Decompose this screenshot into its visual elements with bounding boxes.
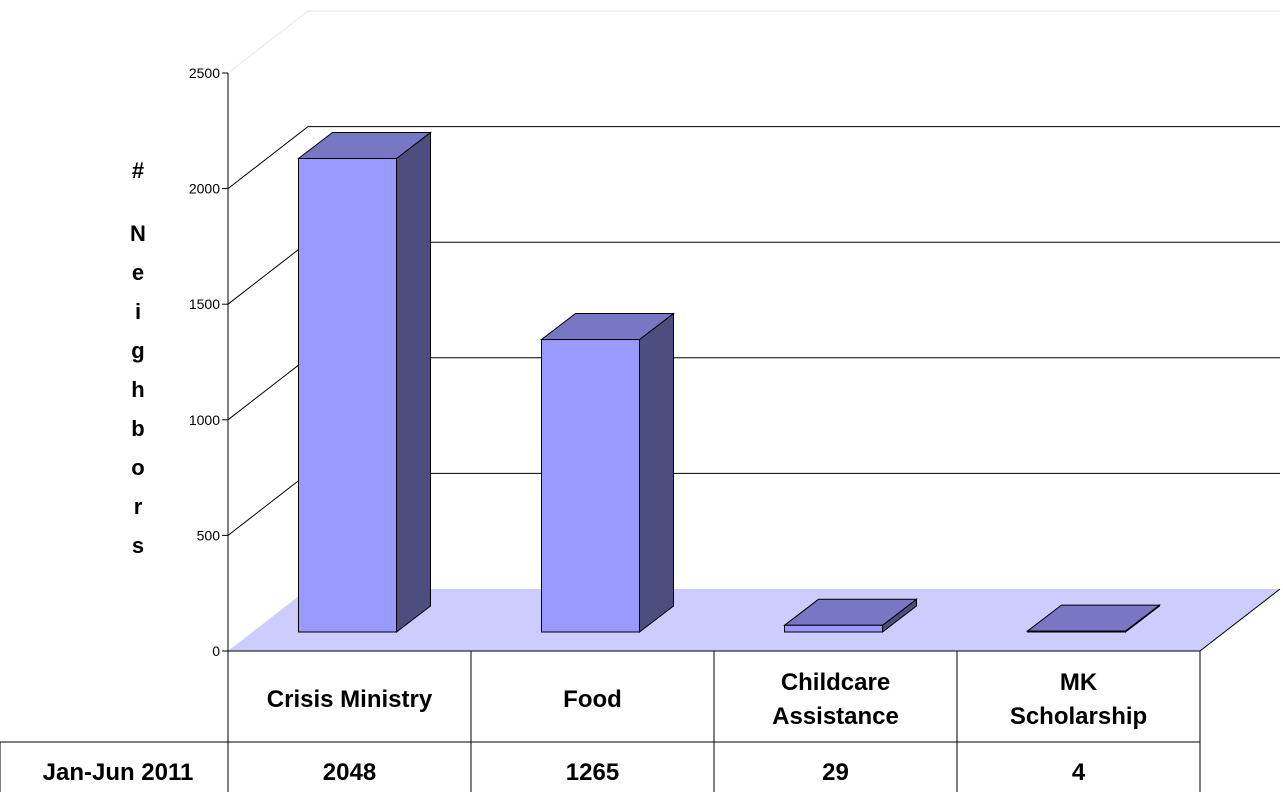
bar-side	[639, 312, 674, 634]
bar-front	[541, 339, 640, 633]
bar-front	[784, 624, 883, 633]
data-label: 1265	[566, 759, 619, 786]
x-tick-label: Assistance	[772, 703, 899, 730]
data-label: 4	[1072, 759, 1086, 786]
x-tick-label: Scholarship	[1010, 703, 1147, 730]
data-label: 29	[822, 759, 849, 786]
bar-front	[298, 158, 397, 633]
y-tick-label: 500	[197, 527, 221, 543]
y-tick-label: 2000	[189, 181, 220, 197]
x-tick-label: MK	[1060, 669, 1098, 696]
y-tick-label: 1500	[189, 296, 220, 312]
gridline	[227, 126, 1280, 189]
back-wall-edge	[227, 10, 1280, 74]
table-row-header: Jan-Jun 2011	[43, 759, 194, 786]
floor-edge	[1199, 588, 1281, 652]
chart-floor	[228, 588, 1281, 652]
chart-walls	[227, 10, 1280, 74]
y-label-char: #	[132, 158, 144, 183]
bar	[297, 131, 432, 634]
data-table: Jan-Jun 2011 Crisis Ministry 2048 Food 1265…	[0, 650, 1201, 792]
x-tick-label: Childcare	[781, 669, 890, 696]
y-tick-label: 1000	[189, 412, 220, 428]
bars	[297, 131, 1161, 634]
x-tick-label: Food	[563, 686, 622, 713]
y-axis: 0 500 1000 1500 2000 2500	[189, 65, 229, 659]
y-tick-label: 0	[212, 643, 220, 659]
bar-front	[1027, 630, 1126, 633]
bar	[1026, 604, 1161, 634]
bar	[783, 598, 918, 634]
y-label-char: g	[131, 338, 144, 363]
y-label-char: i	[135, 299, 141, 324]
y-label-char: N	[130, 221, 146, 246]
y-label-char: b	[131, 416, 144, 441]
bar	[540, 312, 675, 634]
bar-side	[396, 131, 431, 634]
x-tick-label: Crisis Ministry	[267, 686, 433, 713]
y-label-char: r	[134, 494, 143, 519]
y-tick-label: 2500	[189, 65, 220, 81]
data-label: 2048	[323, 759, 376, 786]
floor	[228, 589, 1280, 651]
y-label-char: e	[132, 260, 144, 285]
y-label-char: o	[131, 455, 144, 480]
y-label-char: s	[132, 533, 144, 558]
y-label-char: h	[131, 377, 144, 402]
